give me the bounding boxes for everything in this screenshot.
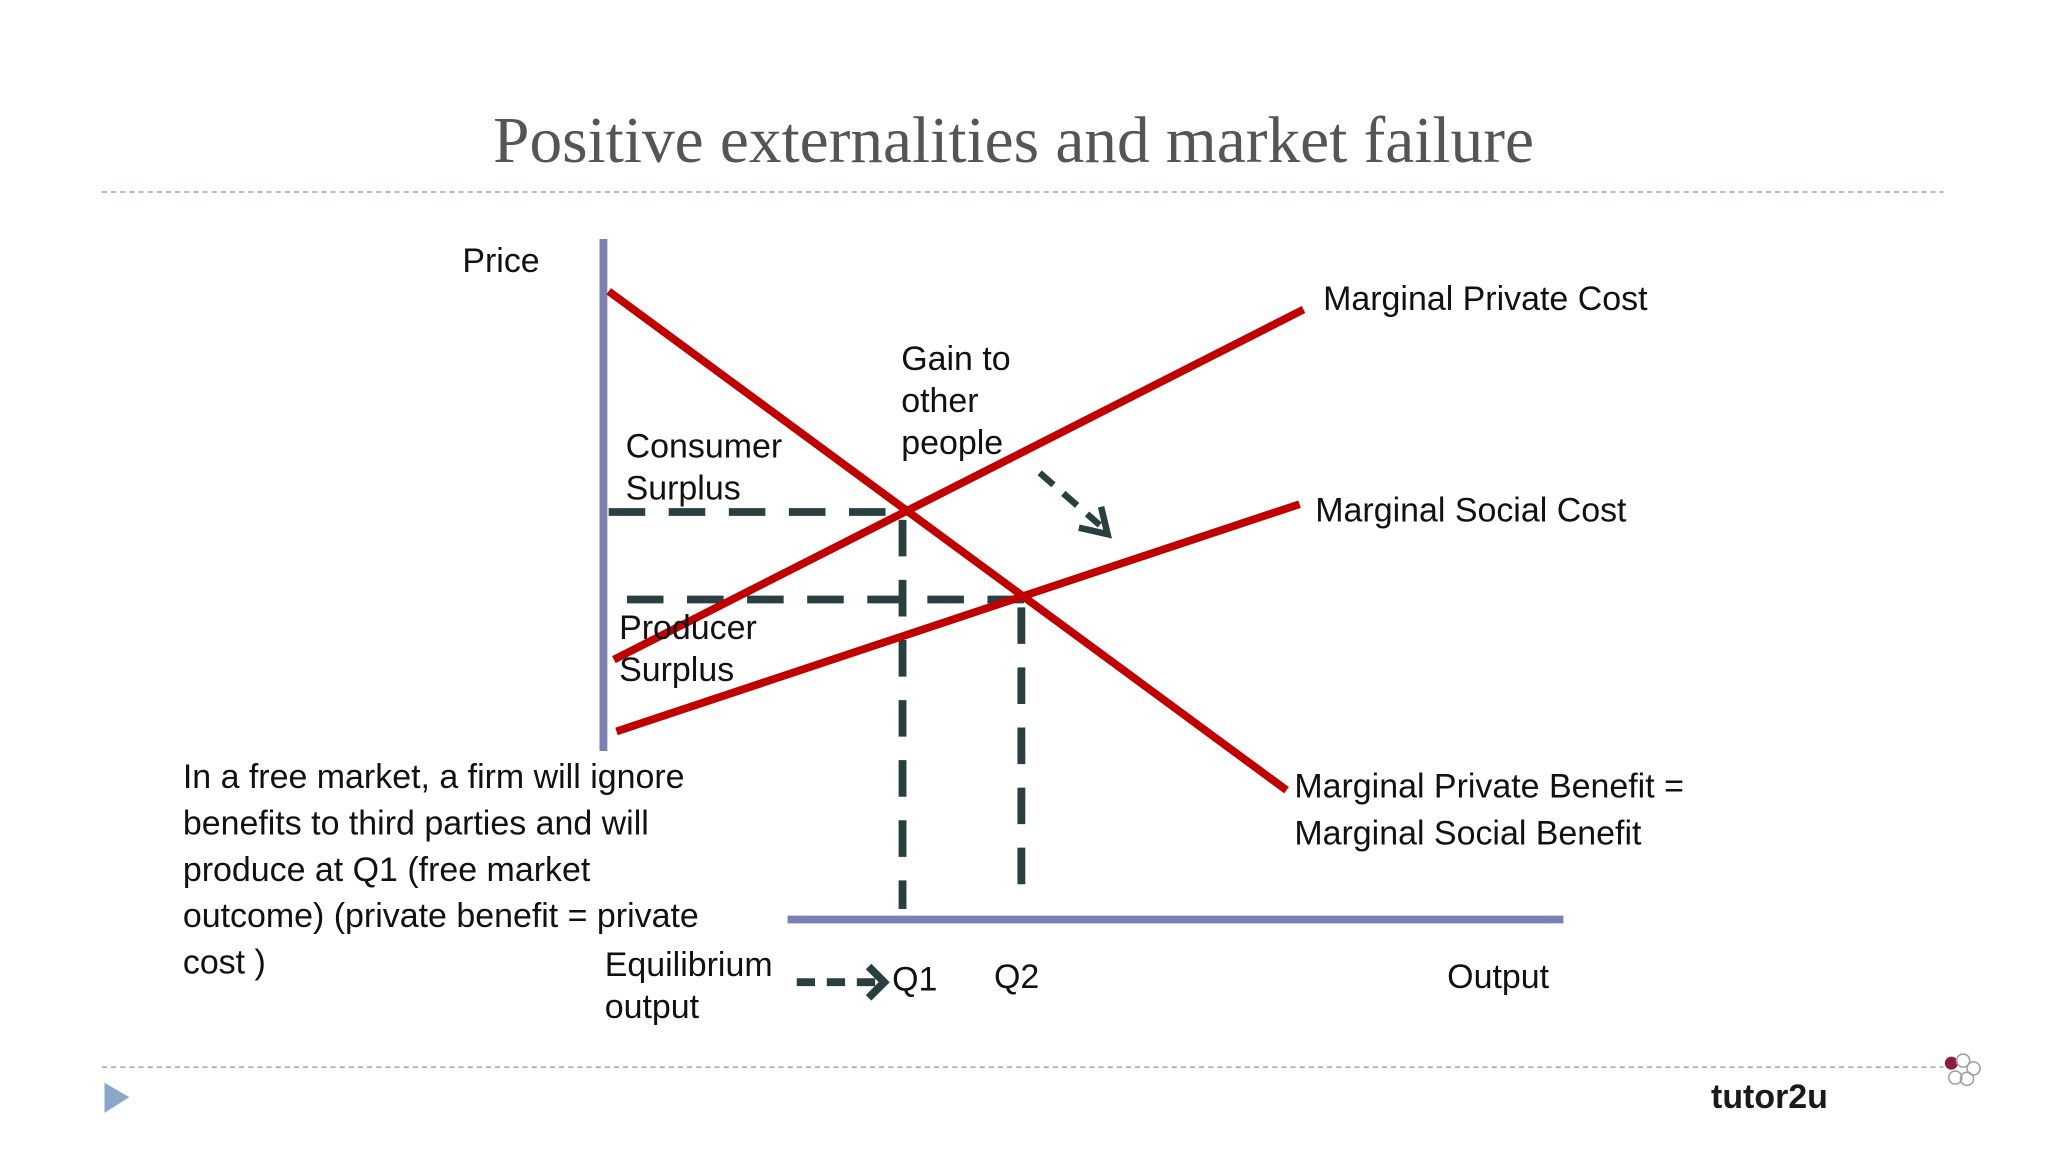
mpc-label: Marginal Private Cost bbox=[1323, 280, 1648, 318]
equilibrium-label: output bbox=[605, 988, 700, 1026]
logo: tutor2u bbox=[1711, 1078, 1828, 1116]
equilibrium-label: Equilibrium bbox=[605, 946, 773, 984]
note-line: benefits to third parties and will bbox=[183, 805, 649, 843]
note-line: cost ) bbox=[183, 944, 266, 982]
gain-label: Gain to bbox=[901, 340, 1010, 378]
consumer-surplus-label: Surplus bbox=[626, 469, 741, 507]
consumer-surplus-label: Consumer bbox=[626, 428, 783, 466]
producer-surplus-label: Surplus bbox=[619, 651, 734, 689]
x-axis-label: Output bbox=[1447, 958, 1549, 996]
logo-flower bbox=[1944, 1053, 1981, 1087]
note-line: outcome) (private benefit = private bbox=[183, 897, 699, 935]
equilibrium-arrow bbox=[796, 963, 890, 1001]
y-axis-label: Price bbox=[462, 242, 539, 280]
note-line: In a free market, a firm will ignore bbox=[183, 758, 685, 796]
q1-label: Q1 bbox=[892, 961, 937, 999]
note-line: produce at Q1 (free market bbox=[183, 851, 591, 889]
mpb-label: Marginal Private Benefit = bbox=[1294, 767, 1684, 805]
bullet-icon bbox=[104, 1082, 130, 1113]
shift-arrow bbox=[1037, 470, 1112, 539]
gain-label: people bbox=[901, 424, 1003, 462]
mpb-label: Marginal Social Benefit bbox=[1294, 814, 1642, 852]
msc-label: Marginal Social Cost bbox=[1315, 492, 1627, 530]
mpb-curve bbox=[606, 288, 1289, 794]
q2-label: Q2 bbox=[994, 958, 1039, 996]
msc-curve bbox=[615, 500, 1301, 736]
gain-label: other bbox=[901, 382, 978, 420]
producer-surplus-label: Producer bbox=[619, 609, 757, 647]
mpc-curve bbox=[612, 306, 1306, 664]
note: In a free market, a firm will ignore bene… bbox=[183, 758, 699, 981]
slide-title: Positive externalities and market failur… bbox=[493, 105, 1534, 177]
